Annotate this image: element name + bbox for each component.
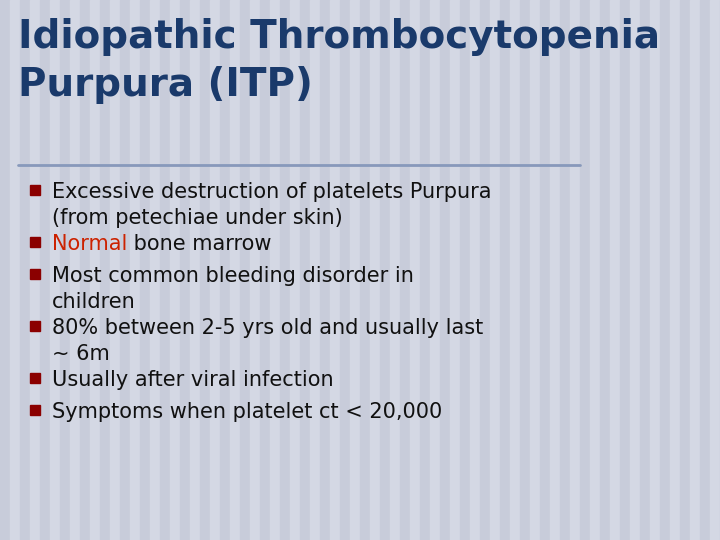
Bar: [550, 0, 560, 540]
Bar: [420, 0, 430, 540]
Bar: [30, 269, 40, 279]
Bar: [300, 0, 310, 540]
Text: Symptoms when platelet ct < 20,000: Symptoms when platelet ct < 20,000: [52, 402, 442, 422]
Text: Normal: Normal: [52, 234, 127, 254]
Bar: [600, 0, 610, 540]
Bar: [710, 0, 720, 540]
Text: Usually after viral infection: Usually after viral infection: [52, 370, 333, 390]
Text: Excessive destruction of platelets Purpura
(from petechiae under skin): Excessive destruction of platelets Purpu…: [52, 182, 492, 227]
Bar: [510, 0, 520, 540]
Bar: [160, 0, 170, 540]
Bar: [60, 0, 70, 540]
Bar: [670, 0, 680, 540]
Bar: [630, 0, 640, 540]
Bar: [650, 0, 660, 540]
Bar: [320, 0, 330, 540]
Bar: [530, 0, 540, 540]
Bar: [610, 0, 620, 540]
Bar: [700, 0, 710, 540]
Bar: [200, 0, 210, 540]
Bar: [120, 0, 130, 540]
Bar: [140, 0, 150, 540]
Bar: [580, 0, 590, 540]
Bar: [40, 0, 50, 540]
Bar: [100, 0, 110, 540]
Text: Purpura (ITP): Purpura (ITP): [18, 66, 313, 104]
Bar: [90, 0, 100, 540]
Bar: [220, 0, 230, 540]
Text: Most common bleeding disorder in
children: Most common bleeding disorder in childre…: [52, 266, 414, 312]
Bar: [210, 0, 220, 540]
Bar: [190, 0, 200, 540]
Bar: [0, 0, 10, 540]
Bar: [340, 0, 350, 540]
Bar: [480, 0, 490, 540]
Bar: [310, 0, 320, 540]
Bar: [30, 405, 40, 415]
Bar: [10, 0, 20, 540]
Bar: [380, 0, 390, 540]
Bar: [240, 0, 250, 540]
Bar: [390, 0, 400, 540]
Bar: [470, 0, 480, 540]
Bar: [560, 0, 570, 540]
Bar: [690, 0, 700, 540]
Bar: [460, 0, 470, 540]
Bar: [130, 0, 140, 540]
Bar: [500, 0, 510, 540]
Bar: [70, 0, 80, 540]
Bar: [110, 0, 120, 540]
Bar: [440, 0, 450, 540]
Bar: [150, 0, 160, 540]
Bar: [30, 237, 40, 247]
Bar: [370, 0, 380, 540]
Bar: [660, 0, 670, 540]
Bar: [280, 0, 290, 540]
Bar: [620, 0, 630, 540]
Bar: [230, 0, 240, 540]
Bar: [80, 0, 90, 540]
Text: Idiopathic Thrombocytopenia: Idiopathic Thrombocytopenia: [18, 18, 660, 56]
Bar: [350, 0, 360, 540]
Bar: [270, 0, 280, 540]
Bar: [590, 0, 600, 540]
Bar: [50, 0, 60, 540]
Bar: [640, 0, 650, 540]
Bar: [490, 0, 500, 540]
Bar: [20, 0, 30, 540]
Bar: [260, 0, 270, 540]
Bar: [250, 0, 260, 540]
Bar: [540, 0, 550, 540]
Bar: [450, 0, 460, 540]
Bar: [400, 0, 410, 540]
Bar: [30, 321, 40, 331]
Bar: [290, 0, 300, 540]
Bar: [170, 0, 180, 540]
Bar: [430, 0, 440, 540]
Bar: [330, 0, 340, 540]
Bar: [410, 0, 420, 540]
Text: 80% between 2-5 yrs old and usually last
~ 6m: 80% between 2-5 yrs old and usually last…: [52, 318, 483, 363]
Bar: [30, 185, 40, 195]
Bar: [570, 0, 580, 540]
Bar: [30, 0, 40, 540]
Bar: [30, 373, 40, 383]
Bar: [180, 0, 190, 540]
Text: bone marrow: bone marrow: [127, 234, 272, 254]
Bar: [680, 0, 690, 540]
Bar: [360, 0, 370, 540]
Bar: [520, 0, 530, 540]
